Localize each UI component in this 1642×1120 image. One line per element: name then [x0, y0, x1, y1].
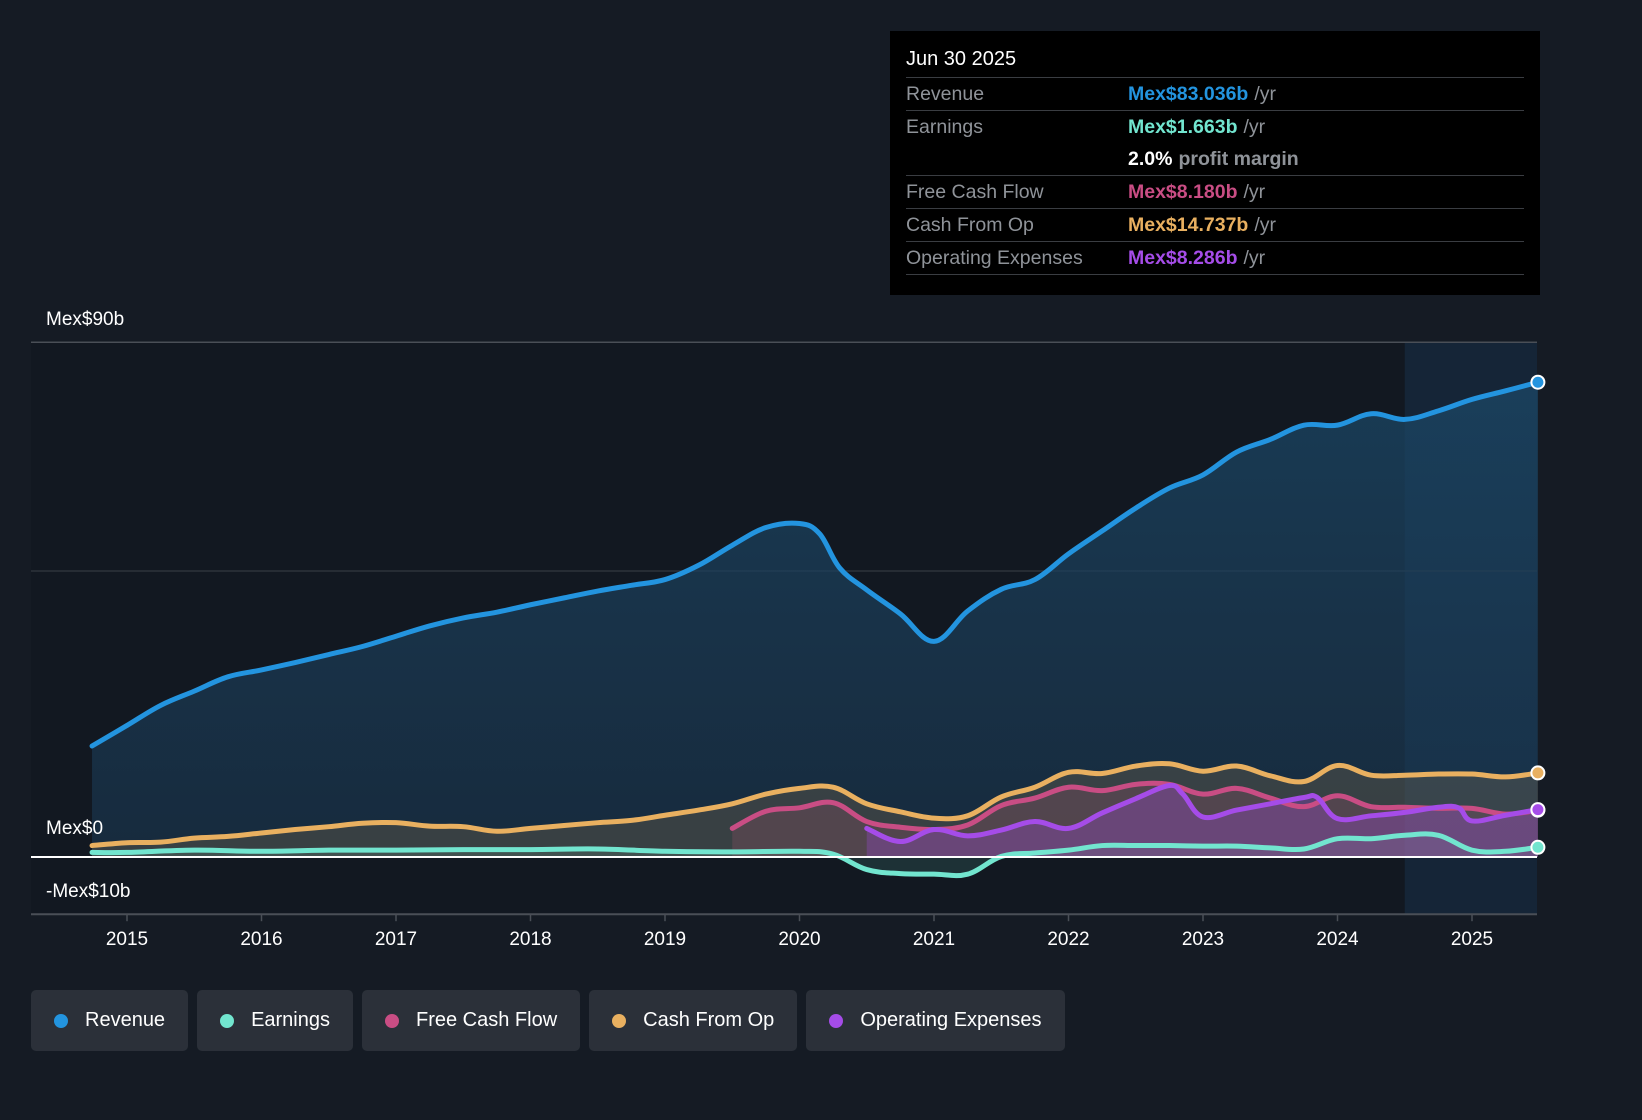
tooltip-date: Jun 30 2025 [906, 48, 1017, 70]
area-earnings [92, 833, 1538, 876]
x-tick-label: 2021 [913, 929, 955, 950]
x-tick-label: 2018 [509, 929, 551, 950]
tooltip-value: Mex$1.663b [1128, 115, 1238, 138]
tooltip-unit: /yr [1243, 180, 1266, 203]
line-operating-expenses [864, 782, 1541, 845]
legend-item-free-cash-flow[interactable]: Free Cash Flow [362, 990, 581, 1051]
tooltip-unit: /yr [1243, 246, 1266, 269]
legend-dot-icon [220, 1013, 235, 1028]
line-earnings [89, 831, 1541, 879]
x-tick-label: 2019 [644, 929, 686, 950]
legend-label: Earnings [251, 1009, 330, 1031]
tooltip-label: Free Cash Flow [906, 180, 1044, 203]
y-axis-labels: Mex$90b Mex$0 -Mex$10b [46, 309, 131, 902]
y-tick-label: Mex$0 [46, 818, 103, 839]
legend-item-earnings[interactable]: Earnings [197, 990, 353, 1051]
x-tick-label: 2017 [375, 929, 417, 950]
tooltip-value: Mex$14.737b [1128, 213, 1249, 236]
series-endpoints [1530, 374, 1546, 855]
x-tick-label: 2016 [240, 929, 282, 950]
endpoint-cash-from-op [1530, 765, 1546, 781]
x-tick-label: 2020 [778, 929, 820, 950]
legend-item-revenue[interactable]: Revenue [31, 990, 189, 1051]
tooltip: Jun 30 2025 Revenue Mex$83.036b /yr Earn… [890, 31, 1540, 295]
x-tick-label: 2022 [1047, 929, 1089, 950]
profit-margin-value: 2.0% [1128, 147, 1173, 170]
x-axis: 2015 2016 2017 2018 2019 2020 2021 2022 2023 2024… [31, 913, 1537, 950]
tooltip-label: Cash From Op [906, 213, 1034, 236]
tooltip-row-operating-expenses: Operating Expenses Mex$8.286b /yr [906, 241, 1524, 275]
endpoint-earnings [1530, 839, 1546, 855]
legend-label: Cash From Op [643, 1009, 775, 1031]
legend-label: Operating Expenses [860, 1009, 1042, 1031]
legend-item-operating-expenses[interactable]: Operating Expenses [806, 990, 1065, 1051]
legend-dot-icon [385, 1013, 399, 1028]
tooltip-value: Mex$8.180b [1128, 180, 1238, 203]
line-free-cash-flow [729, 780, 1541, 833]
legend-label: Free Cash Flow [416, 1009, 558, 1031]
legend-dot-icon [612, 1013, 627, 1028]
legend-item-cash-from-op[interactable]: Cash From Op [589, 990, 798, 1051]
legend: Revenue Earnings Free Cash Flow Cash Fro… [31, 990, 1065, 1051]
tooltip-unit: /yr [1254, 82, 1277, 105]
y-tick-label: Mex$90b [46, 309, 124, 330]
x-tick-label: 2023 [1182, 929, 1224, 950]
tooltip-row-revenue: Revenue Mex$83.036b /yr [906, 77, 1524, 110]
series-lines [89, 379, 1541, 879]
tooltip-unit: /yr [1254, 213, 1277, 236]
profit-margin-label: profit margin [1178, 147, 1299, 170]
tooltip-label: Operating Expenses [906, 246, 1083, 269]
y-tick-label: -Mex$10b [46, 881, 131, 902]
x-tick-label: 2024 [1316, 929, 1359, 950]
tooltip-row-earnings: Earnings Mex$1.663b /yr [906, 110, 1524, 143]
tooltip-value: Mex$8.286b [1128, 246, 1238, 269]
line-revenue [89, 379, 1541, 749]
legend-label: Revenue [85, 1009, 166, 1031]
legend-dot-icon [829, 1013, 844, 1028]
tooltip-label: Revenue [906, 82, 985, 105]
line-cash-from-op [89, 760, 1541, 849]
tooltip-row-free-cash-flow: Free Cash Flow Mex$8.180b /yr [906, 175, 1524, 208]
x-tick-label: 2015 [106, 929, 148, 950]
tooltip-label: Earnings [906, 115, 983, 138]
tooltip-value: Mex$83.036b [1128, 82, 1249, 105]
legend-dot-icon [54, 1013, 68, 1028]
tooltip-row-profit-margin: 2.0% profit margin [906, 143, 1524, 175]
tooltip-unit: /yr [1243, 115, 1266, 138]
endpoint-operating-expenses [1530, 802, 1546, 818]
area-revenue [92, 382, 1538, 857]
endpoint-revenue [1530, 374, 1546, 390]
tooltip-row-cash-from-op: Cash From Op Mex$14.737b /yr [906, 208, 1524, 241]
x-tick-label: 2025 [1451, 929, 1493, 950]
